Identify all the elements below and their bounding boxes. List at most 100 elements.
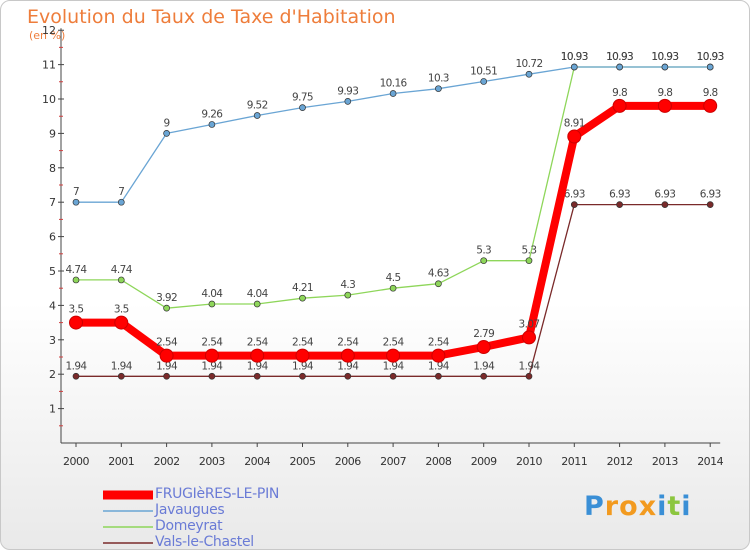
proxiti-logo: Proxiti — [584, 491, 692, 522]
logo-letter: P — [584, 491, 605, 522]
data-point — [163, 372, 170, 380]
data-point — [72, 372, 80, 380]
data-point — [525, 257, 533, 265]
data-label: 1.94 — [383, 360, 405, 372]
data-point — [661, 63, 669, 71]
data-label: 4.5 — [386, 272, 401, 284]
legend-label: Javaugues — [155, 502, 225, 518]
data-label: 10.3 — [428, 73, 449, 85]
series-javaugues: 7 7 9 9.26 9.52 9.75 9.93 10.16 10.3 10.51 10.72 10… — [72, 51, 724, 206]
data-point — [299, 294, 306, 302]
data-label: 2.54 — [156, 337, 178, 349]
data-point — [299, 104, 306, 111]
data-label: 4.04 — [201, 288, 223, 300]
x-tick-label: 2004 — [244, 455, 270, 468]
y-tick-label: 12 — [42, 24, 56, 37]
data-point — [344, 372, 352, 380]
data-point — [703, 98, 718, 113]
data-point — [567, 129, 582, 144]
data-label: 3.5 — [114, 304, 129, 316]
data-label: 9.75 — [292, 92, 313, 104]
data-point — [525, 372, 533, 380]
data-label: 9 — [164, 117, 170, 129]
data-point — [117, 372, 125, 380]
data-point — [163, 130, 170, 137]
x-tick-label: 2001 — [108, 455, 134, 468]
data-point — [476, 340, 491, 355]
data-point — [340, 348, 355, 363]
data-label: 1.94 — [201, 360, 223, 372]
data-label: 3.07 — [519, 318, 540, 330]
data-label: 4.21 — [292, 282, 313, 294]
data-label: 10.16 — [380, 77, 408, 89]
data-point — [480, 257, 488, 265]
legend-swatch — [103, 490, 153, 500]
legend-swatch — [103, 526, 153, 528]
data-label: 6.93 — [700, 189, 721, 201]
data-label: 9.8 — [612, 87, 627, 99]
logo-letter: i — [657, 491, 668, 522]
data-label: 4.04 — [247, 288, 269, 300]
y-tick-label: 11 — [42, 59, 56, 72]
data-point — [72, 198, 80, 206]
x-tick-label: 2002 — [154, 455, 180, 468]
data-label: 1.94 — [111, 360, 133, 372]
x-tick-label: 2005 — [290, 455, 316, 468]
data-label: 10.51 — [470, 65, 497, 77]
data-point — [706, 201, 714, 208]
data-point — [389, 284, 397, 292]
data-point — [117, 276, 125, 284]
data-label: 3.5 — [69, 304, 84, 316]
data-label: 1.94 — [66, 360, 88, 372]
data-label: 9.8 — [657, 87, 672, 99]
y-tick-label: 1 — [49, 403, 56, 416]
data-point — [616, 201, 623, 208]
legend-label: Vals-le-Chastel — [155, 534, 254, 550]
data-point — [344, 98, 352, 105]
x-tick-label: 2006 — [335, 455, 361, 468]
data-point — [208, 372, 216, 380]
data-label: 4.74 — [66, 264, 88, 276]
y-tick-label: 5 — [49, 265, 56, 278]
data-label: 2.54 — [247, 337, 269, 349]
data-label: 10.93 — [606, 51, 633, 63]
data-label: 6.93 — [654, 189, 675, 201]
data-point — [570, 63, 578, 71]
logo-letter: r — [604, 491, 620, 522]
data-point — [253, 300, 261, 308]
data-point — [389, 372, 397, 380]
legend-swatch — [103, 542, 153, 544]
data-label: 10.72 — [515, 58, 542, 70]
data-point — [295, 348, 310, 363]
series-frugi-res-le-pin: 3.5 3.5 2.54 2.54 2.54 2.54 2.54 2.54 2.54 2.79 3.… — [69, 87, 718, 363]
data-point — [435, 372, 442, 380]
y-tick-label: 8 — [49, 162, 56, 175]
legend-label: Domeyrat — [155, 518, 223, 534]
data-point — [612, 98, 627, 113]
data-label: 9.8 — [703, 87, 718, 99]
y-tick-label: 6 — [49, 231, 56, 244]
data-point — [299, 372, 306, 380]
data-label: 2.54 — [383, 337, 405, 349]
data-label: 3.92 — [156, 292, 177, 304]
x-tick-label: 2009 — [471, 455, 497, 468]
data-label: 10.93 — [561, 51, 588, 63]
data-point — [525, 70, 533, 78]
data-point — [72, 276, 80, 284]
data-label: 6.93 — [609, 189, 630, 201]
x-tick-label: 2007 — [380, 455, 406, 468]
data-label: 1.94 — [292, 360, 314, 372]
logo-letter: o — [619, 491, 639, 522]
data-label: 2.54 — [337, 337, 359, 349]
data-label: 10.93 — [561, 51, 588, 63]
data-point — [117, 198, 125, 206]
y-tick-label: 3 — [49, 334, 56, 347]
data-point — [344, 291, 352, 299]
data-label: 10.93 — [697, 51, 724, 63]
y-tick-label: 4 — [49, 299, 56, 312]
data-label: 2.54 — [201, 337, 223, 349]
data-label: 1.94 — [247, 360, 269, 372]
y-tick-label: 10 — [42, 93, 56, 106]
data-label: 9.52 — [247, 100, 268, 112]
data-label: 10.93 — [697, 51, 724, 63]
